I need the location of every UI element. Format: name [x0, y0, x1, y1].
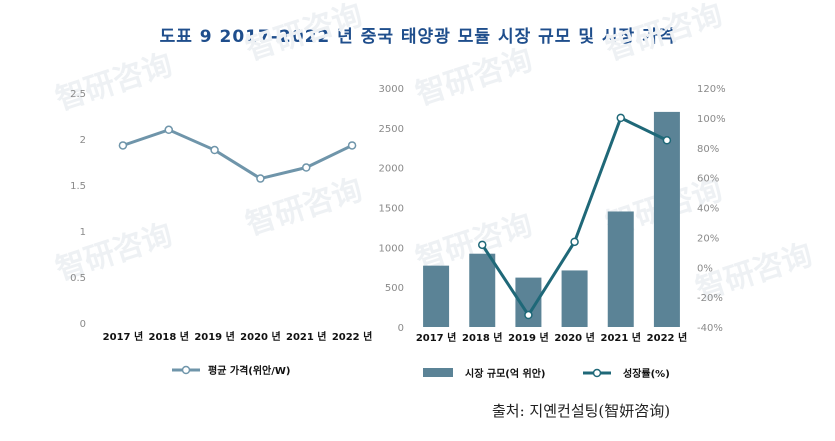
y-right-tick-label: 0% — [697, 263, 713, 274]
y-right-tick-label: 120% — [697, 84, 726, 95]
legend-growth-point-marker — [592, 368, 602, 378]
price-data-point — [302, 163, 311, 172]
y-tick-label: 2 — [80, 135, 86, 146]
x-tick-label: 2019 년 — [194, 330, 235, 343]
y-left-tick-label: 3000 — [379, 84, 404, 95]
market-size-bar — [561, 270, 588, 327]
x-tick-label: 2017 년 — [416, 331, 457, 344]
x-tick-label: 2020 년 — [240, 330, 281, 343]
source-note: 출처: 지옌컨설팅(智妍咨询) — [492, 402, 671, 420]
growth-data-point — [616, 113, 625, 123]
watermark-text: 智研咨询 — [412, 42, 537, 112]
market-size-bar — [653, 111, 680, 328]
price-data-point — [347, 141, 357, 150]
y-tick-label: 1 — [80, 227, 86, 238]
market-size-bar — [423, 265, 450, 327]
market-size-bar — [469, 253, 496, 327]
y-right-tick-label: 60% — [697, 174, 719, 185]
y-tick-label: 1.5 — [70, 181, 86, 192]
price-data-point — [164, 125, 173, 135]
y-right-tick-label: -20% — [697, 293, 723, 304]
price-line-chart: 0 0.5 1 1.5 2 2.5 2017 년 2018 년 2019 년 2020 년 2021… — [70, 89, 372, 377]
legend-point-marker — [181, 365, 191, 375]
y-left-tick-label: 1500 — [379, 204, 404, 215]
y-right-tick-label: 20% — [697, 233, 719, 244]
growth-data-point — [570, 237, 579, 247]
price-data-point — [118, 141, 128, 150]
x-tick-label: 2021 년 — [600, 331, 641, 344]
y-left-tick-label: 2500 — [379, 124, 404, 135]
y-right-tick-label: -40% — [697, 323, 723, 334]
y-left-tick-label: 1000 — [379, 243, 404, 254]
x-tick-label: 2018 년 — [148, 330, 189, 343]
watermark-text: 智研咨询 — [52, 47, 177, 117]
y-right-tick-label: 100% — [697, 114, 726, 125]
y-left-tick-label: 2000 — [379, 164, 404, 175]
legend-label-price: 평균 가격(위안/W) — [208, 364, 291, 377]
x-tick-label: 2022 년 — [647, 331, 688, 344]
x-tick-label: 2019 년 — [508, 331, 549, 344]
y-tick-label: 2.5 — [70, 89, 86, 100]
y-left-tick-label: 0 — [398, 323, 404, 334]
x-tick-label: 2020 년 — [554, 331, 595, 344]
market-bar-chart: 0 500 1000 1500 2000 2500 3000 -40% -20% 0% 20% 40%… — [379, 84, 726, 380]
x-tick-label: 2017 년 — [103, 330, 144, 343]
price-data-point — [210, 145, 219, 155]
y-right-tick-label: 40% — [697, 204, 719, 215]
growth-data-point — [524, 310, 533, 320]
legend-label-growth: 성장률(%) — [623, 367, 670, 380]
growth-data-point — [478, 240, 487, 250]
price-data-point — [256, 174, 265, 183]
x-tick-label: 2022 년 — [332, 330, 373, 343]
watermark-text: 智研咨询 — [242, 0, 367, 68]
y-right-tick-label: 80% — [697, 144, 719, 155]
x-tick-label: 2021 년 — [286, 330, 327, 343]
x-tick-label: 2018 년 — [462, 331, 503, 344]
growth-data-point — [662, 136, 672, 145]
legend-bar-marker — [423, 368, 453, 377]
legend-label-market-size: 시장 규모(억 위안) — [465, 367, 546, 380]
market-size-bar — [607, 211, 634, 327]
price-series-line — [122, 128, 353, 181]
watermark-text: 智研咨询 — [602, 0, 727, 68]
y-tick-label: 0.5 — [70, 273, 86, 284]
chart-title: 도표 9 2017-2022 년 중국 태양광 모듈 시장 규모 및 시장 가격 — [159, 27, 676, 47]
y-left-tick-label: 500 — [385, 283, 404, 294]
y-tick-label: 0 — [80, 319, 86, 330]
